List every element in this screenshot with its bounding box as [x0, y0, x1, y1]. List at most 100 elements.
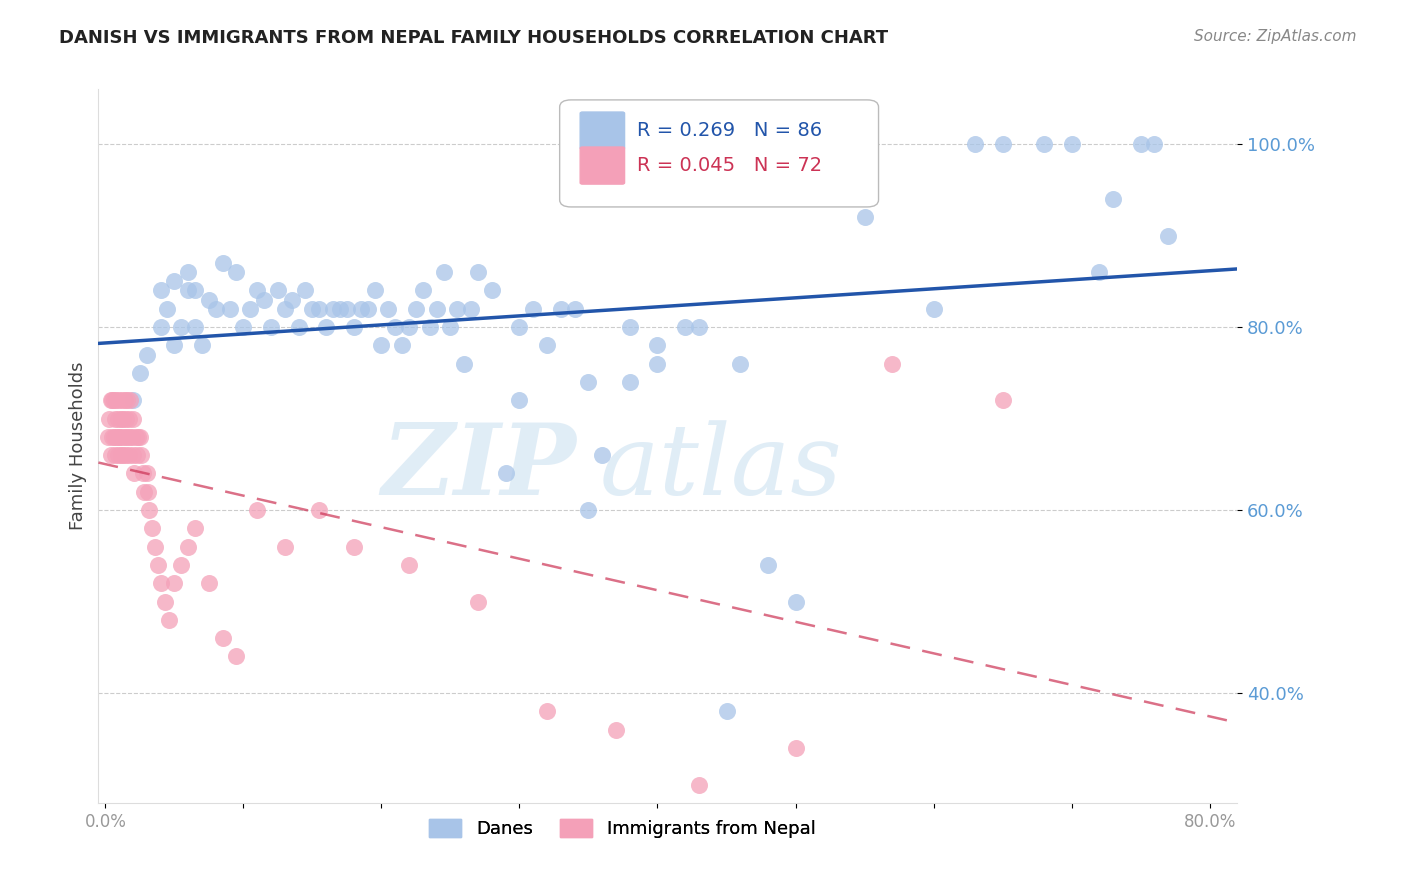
Point: [522, 301, 544, 316]
Point: [98, 411, 121, 425]
Point: [315, 320, 337, 334]
Point: [143, 540, 166, 554]
Point: [536, 704, 558, 718]
Point: [336, 301, 359, 316]
Point: [191, 338, 214, 352]
Point: [138, 503, 160, 517]
Point: [111, 430, 134, 444]
Point: [419, 320, 441, 334]
Point: [991, 393, 1014, 408]
Point: [100, 448, 122, 462]
Point: [104, 411, 127, 425]
Point: [108, 430, 131, 444]
Point: [101, 430, 124, 444]
Point: [343, 320, 366, 334]
Point: [170, 320, 193, 334]
Point: [647, 338, 669, 352]
Point: [398, 320, 420, 334]
Point: [508, 393, 530, 408]
Point: [495, 467, 517, 481]
Point: [198, 293, 221, 307]
Point: [149, 576, 172, 591]
Point: [117, 430, 139, 444]
Point: [564, 301, 586, 316]
Point: [104, 448, 127, 462]
Point: [439, 320, 461, 334]
Point: [370, 338, 392, 352]
Point: [110, 411, 132, 425]
Point: [124, 467, 146, 481]
Point: [117, 393, 139, 408]
Point: [322, 301, 344, 316]
Point: [112, 448, 135, 462]
Point: [198, 576, 221, 591]
Point: [853, 211, 876, 225]
Point: [1060, 137, 1083, 152]
Point: [605, 723, 627, 737]
Point: [550, 301, 572, 316]
Point: [225, 649, 247, 664]
Point: [149, 320, 172, 334]
Point: [141, 521, 163, 535]
Point: [121, 430, 143, 444]
Point: [619, 320, 641, 334]
Y-axis label: Family Households: Family Households: [69, 362, 87, 530]
Point: [785, 594, 807, 608]
Point: [730, 357, 752, 371]
Point: [432, 265, 454, 279]
Point: [343, 540, 366, 554]
Point: [163, 274, 186, 288]
Point: [467, 265, 489, 279]
Point: [114, 393, 136, 408]
FancyBboxPatch shape: [560, 100, 879, 207]
Point: [688, 320, 710, 334]
Point: [398, 558, 420, 572]
Text: R = 0.045   N = 72: R = 0.045 N = 72: [637, 156, 823, 175]
Point: [578, 503, 600, 517]
Point: [377, 301, 399, 316]
Point: [460, 301, 482, 316]
Point: [384, 320, 406, 334]
Point: [239, 301, 262, 316]
Point: [716, 704, 738, 718]
Point: [177, 284, 200, 298]
Text: R = 0.269   N = 86: R = 0.269 N = 86: [637, 121, 823, 140]
Point: [536, 338, 558, 352]
Point: [149, 284, 172, 298]
Point: [122, 448, 145, 462]
Point: [163, 576, 186, 591]
Point: [125, 430, 148, 444]
Point: [756, 558, 779, 572]
Point: [107, 411, 129, 425]
Point: [922, 301, 945, 316]
Point: [963, 137, 986, 152]
Point: [111, 393, 134, 408]
Point: [184, 521, 207, 535]
Point: [405, 301, 427, 316]
Point: [118, 448, 141, 462]
Point: [127, 430, 149, 444]
Point: [101, 393, 124, 408]
Point: [267, 284, 290, 298]
Point: [163, 338, 186, 352]
Point: [115, 448, 138, 462]
Point: [108, 430, 131, 444]
Point: [122, 411, 145, 425]
Point: [274, 540, 297, 554]
Point: [350, 301, 373, 316]
Point: [103, 393, 125, 408]
Point: [1033, 137, 1056, 152]
Legend: Danes, Immigrants from Nepal: Danes, Immigrants from Nepal: [420, 810, 825, 847]
Point: [100, 393, 122, 408]
FancyBboxPatch shape: [581, 112, 624, 149]
Point: [153, 594, 176, 608]
Point: [115, 411, 138, 425]
Point: [688, 777, 710, 791]
Point: [122, 393, 145, 408]
Point: [107, 448, 129, 462]
Point: [157, 613, 180, 627]
Text: ZIP: ZIP: [382, 419, 576, 516]
Point: [301, 301, 323, 316]
Point: [118, 411, 141, 425]
Point: [112, 411, 135, 425]
